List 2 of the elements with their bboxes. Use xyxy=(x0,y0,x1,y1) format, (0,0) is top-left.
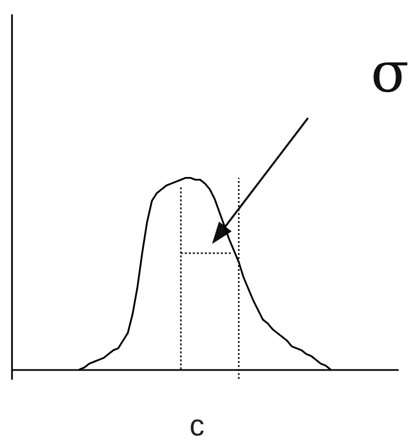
x-axis-title: c xyxy=(190,410,204,442)
text: σ xyxy=(370,40,410,106)
